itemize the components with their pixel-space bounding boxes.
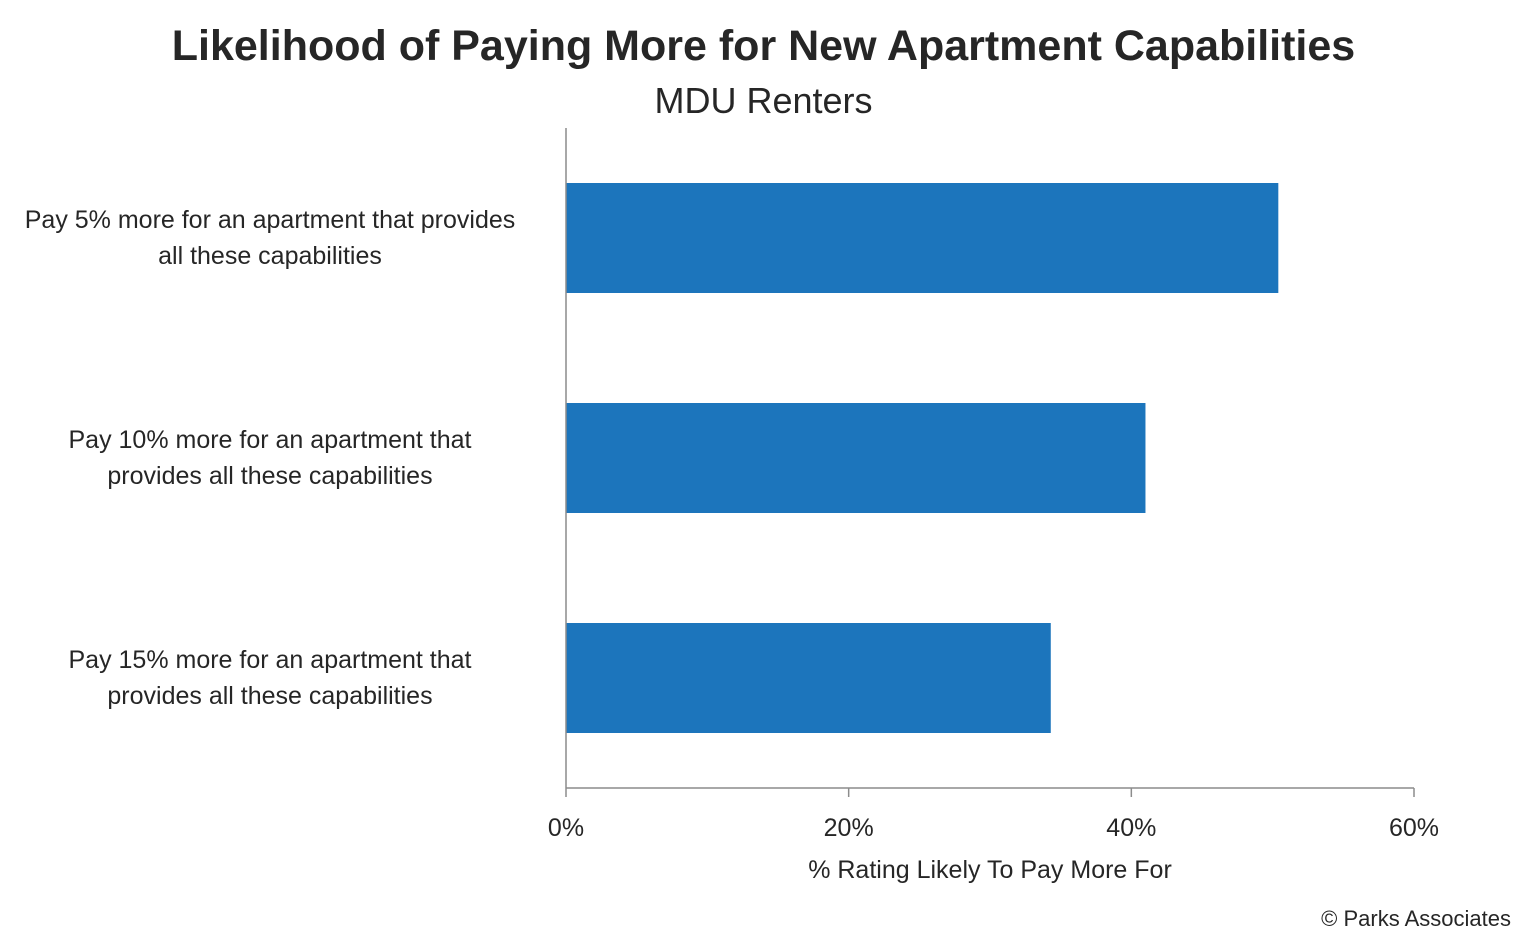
category-label-2: Pay 10% more for an apartment that provi… (68, 426, 472, 490)
category-label-1: Pay 5% more for an apartment that provid… (24, 206, 516, 270)
x-axis-title: % Rating Likely To Pay More For (808, 856, 1172, 884)
x-tick-label-1: 20% (824, 814, 874, 842)
chart-subtitle: MDU Renters (654, 80, 873, 121)
x-tick-label-3: 60% (1389, 814, 1439, 842)
x-tick-label-0: 0% (548, 814, 584, 842)
bar-1 (566, 183, 1279, 293)
category-label-3: Pay 15% more for an apartment that provi… (68, 646, 472, 710)
chart-title: Likelihood of Paying More for New Apartm… (171, 22, 1356, 70)
x-tick-label-2: 40% (1106, 814, 1156, 842)
copyright-notice: © Parks Associates (1321, 906, 1511, 931)
bar-3 (566, 623, 1051, 733)
bar-2 (566, 403, 1146, 513)
